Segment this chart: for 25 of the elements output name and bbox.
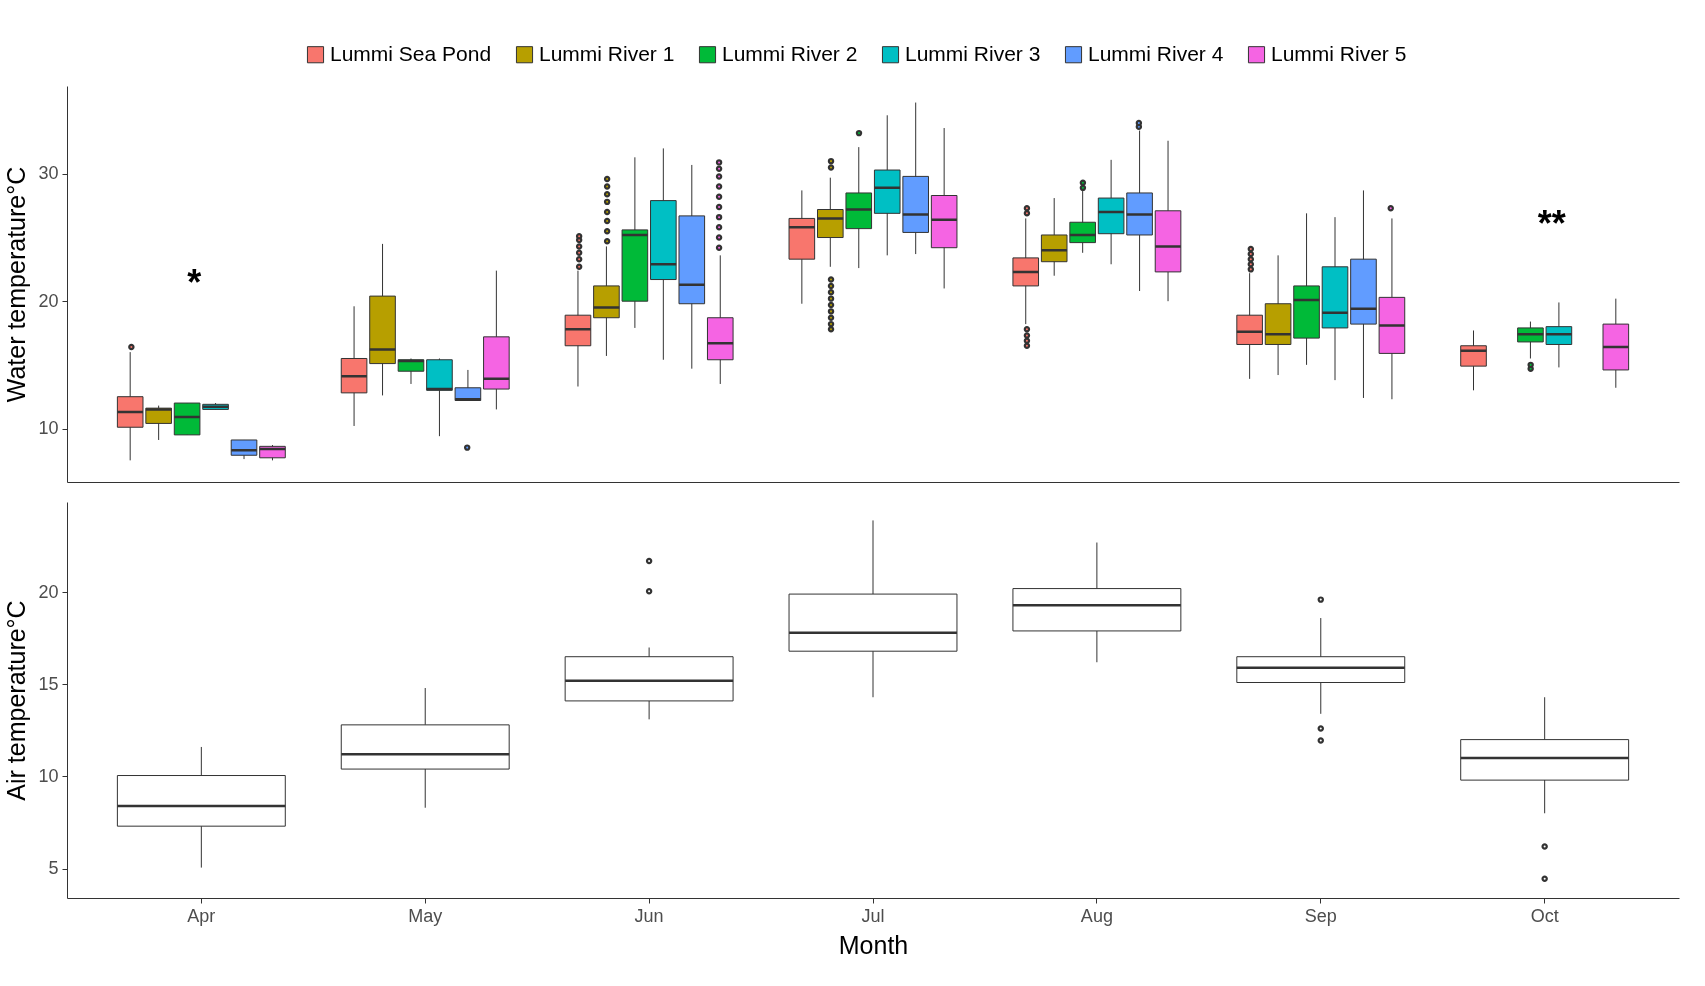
annotation: * xyxy=(187,262,202,303)
x-tick-label: May xyxy=(408,905,443,926)
annotation: ** xyxy=(1537,202,1566,244)
y-tick-label: 30 xyxy=(38,163,59,184)
y-tick-label: 15 xyxy=(38,673,59,694)
y-tick-label: 20 xyxy=(38,581,59,602)
legend-label: Lummi River 2 xyxy=(722,41,858,65)
y-tick-label: 20 xyxy=(38,290,59,311)
x-axis-title: Month xyxy=(838,930,909,959)
y-tick-label: 5 xyxy=(48,858,59,879)
y-tick-label: 10 xyxy=(38,765,59,786)
y-axis-title: Air temperature°C xyxy=(2,600,31,801)
x-tick-label: Oct xyxy=(1530,905,1559,926)
x-tick-label: Jul xyxy=(861,905,885,926)
legend-label: Lummi River 3 xyxy=(905,41,1041,65)
legend-label: Lummi River 1 xyxy=(539,41,675,65)
legend-label: Lummi River 4 xyxy=(1088,41,1224,65)
x-tick-label: Jun xyxy=(634,905,664,926)
y-axis-title: Water temperature°C xyxy=(2,166,31,403)
x-tick-label: Aug xyxy=(1080,905,1113,926)
x-tick-label: Apr xyxy=(187,905,216,926)
legend-label: Lummi Sea Pond xyxy=(330,41,492,65)
legend-label: Lummi River 5 xyxy=(1271,41,1407,65)
x-tick-label: Sep xyxy=(1304,905,1337,926)
y-tick-label: 10 xyxy=(38,418,59,439)
